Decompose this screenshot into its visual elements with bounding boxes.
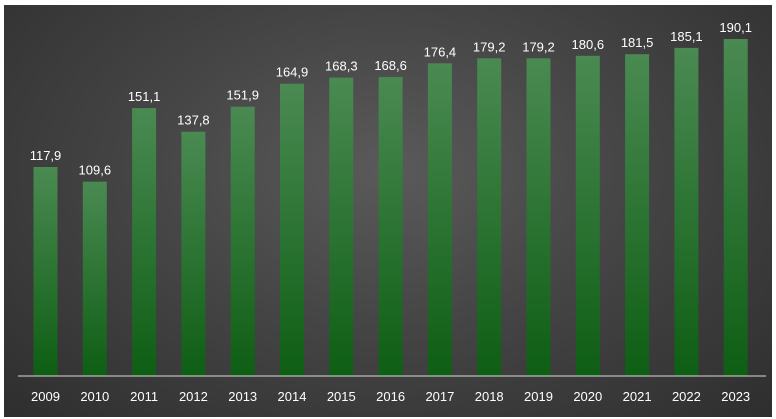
value-label-2011: 151,1 [128, 89, 161, 104]
value-label-2014: 164,9 [276, 65, 309, 80]
tick-label-2016: 2016 [376, 389, 405, 404]
tick-label-2014: 2014 [278, 389, 307, 404]
bar-2012 [181, 131, 206, 376]
tick-label-2018: 2018 [475, 389, 504, 404]
value-label-2016: 168,6 [374, 58, 407, 73]
tick-label-2021: 2021 [623, 389, 652, 404]
bar-chart: 117,9 109,6 151,1 137,8 151,9 164,9 168,3 168,6… [18, 20, 766, 404]
bar-2016 [378, 77, 403, 376]
bar-2013 [230, 106, 255, 376]
value-label-2020: 180,6 [572, 37, 605, 52]
value-label-2012: 137,8 [177, 113, 210, 128]
bar-2010 [82, 181, 107, 376]
tick-label-2020: 2020 [573, 389, 602, 404]
value-label-2015: 168,3 [325, 59, 358, 74]
value-label-2010: 109,6 [79, 163, 112, 178]
tick-label-2017: 2017 [425, 389, 454, 404]
bar-2015 [329, 77, 354, 376]
bar-2017 [427, 63, 452, 377]
tick-label-2019: 2019 [524, 389, 553, 404]
bar-2020 [575, 55, 600, 377]
value-label-2019: 179,2 [522, 39, 555, 54]
value-label-2017: 176,4 [424, 44, 457, 59]
value-label-2023: 190,1 [719, 20, 752, 35]
tick-label-2011: 2011 [130, 389, 158, 404]
bar-2018 [477, 58, 502, 377]
bar-2021 [625, 54, 650, 376]
value-label-2009: 117,9 [30, 148, 62, 163]
tick-label-2009: 2009 [31, 389, 60, 404]
bar-2014 [280, 83, 304, 376]
bar-2011 [132, 108, 157, 376]
tick-label-2015: 2015 [327, 389, 356, 404]
value-label-2022: 185,1 [670, 29, 703, 44]
tick-label-2013: 2013 [228, 389, 257, 404]
tick-label-2023: 2023 [721, 389, 750, 404]
bar-2022 [674, 47, 699, 377]
bar-2023 [723, 39, 748, 376]
value-label-2021: 181,5 [621, 35, 654, 50]
bar-2019 [526, 58, 551, 377]
tick-label-2010: 2010 [80, 389, 109, 404]
bar-2009 [33, 167, 58, 376]
value-label-2013: 151,9 [226, 88, 259, 103]
value-label-2018: 179,2 [473, 39, 506, 54]
tick-label-2012: 2012 [179, 389, 208, 404]
tick-label-2022: 2022 [672, 389, 701, 404]
chart-container: 117,9 109,6 151,1 137,8 151,9 164,9 168,3 168,6… [4, 5, 772, 417]
